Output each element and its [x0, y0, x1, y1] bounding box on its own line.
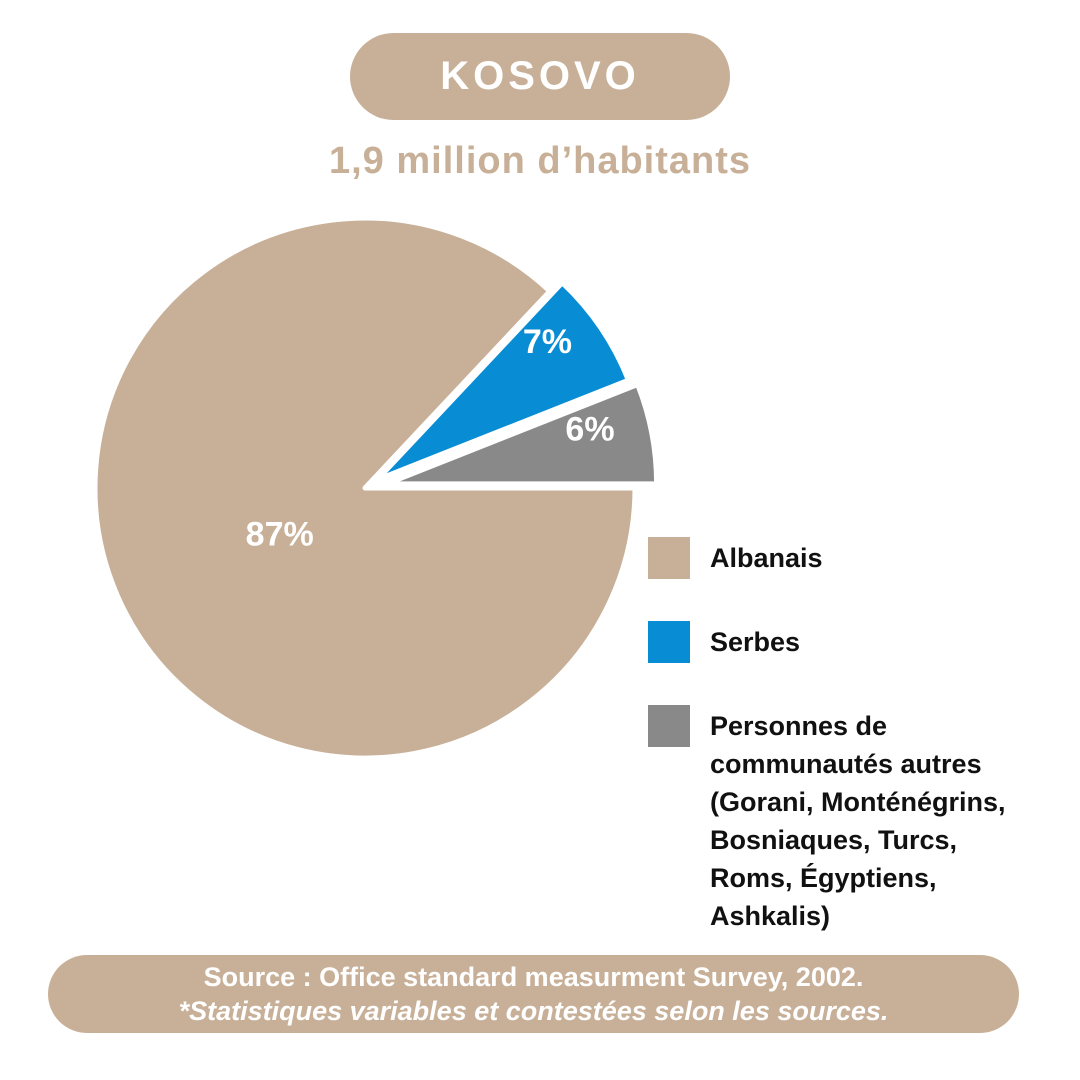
legend-label: Serbes — [710, 627, 801, 657]
legend-swatch-autres — [648, 705, 690, 747]
pie-value-label-autres: 6% — [565, 410, 614, 448]
source-line: Source : Office standard measurment Surv… — [203, 961, 864, 992]
pie-slice-serbes — [374, 280, 631, 483]
source-banner: Source : Office standard measurment Surv… — [48, 955, 1019, 1033]
legend-item-autres: Personnes de communautés autres (Gorani,… — [648, 705, 1006, 935]
legend-item-serbes: Serbes — [648, 621, 1006, 663]
pie-value-label-serbes: 7% — [523, 323, 572, 361]
legend-label: Personnes de communautés autres (Gorani,… — [710, 711, 1006, 931]
legend-swatch-albanais — [648, 537, 690, 579]
title-pill: KOSOVO — [350, 33, 730, 120]
page-title: KOSOVO — [440, 54, 640, 98]
pie-value-label-albanais: 87% — [246, 516, 314, 554]
subtitle: 1,9 million d’habitants — [328, 140, 752, 182]
legend-label: Albanais — [710, 543, 823, 573]
legend-item-albanais: Albanais — [648, 537, 1006, 579]
source-disclaimer: *Statistiques variables et contestées se… — [178, 995, 889, 1026]
pie-slice-albanais — [92, 215, 638, 761]
legend: Albanais Serbes Personnes de communautés… — [648, 537, 1006, 935]
legend-swatch-serbes — [648, 621, 690, 663]
pie-slice-autres — [384, 382, 660, 487]
